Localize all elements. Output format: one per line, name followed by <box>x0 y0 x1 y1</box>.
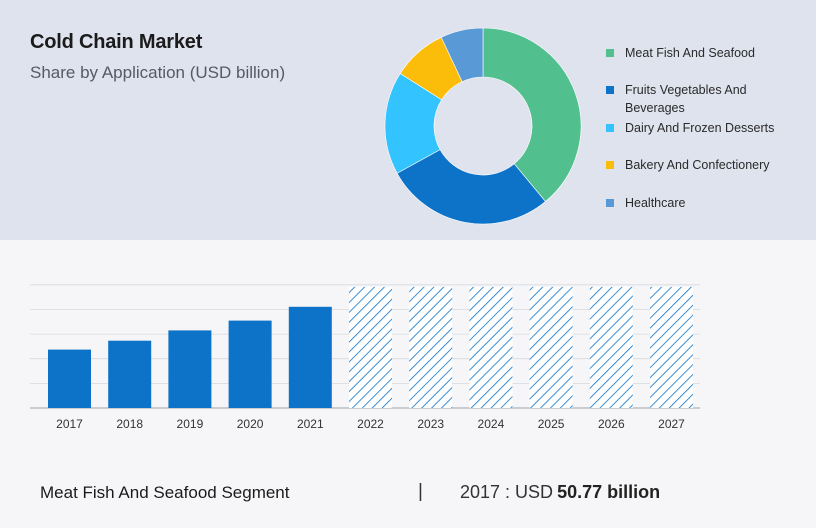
legend-label: Fruits Vegetables And Beverages <box>625 83 747 115</box>
bar-2027 <box>650 286 693 408</box>
legend-label: Meat Fish And Seafood <box>625 46 755 60</box>
chart-title: Cold Chain Market <box>30 31 203 53</box>
x-tick-label: 2021 <box>297 417 324 431</box>
bar-2022 <box>349 286 392 408</box>
x-tick-label: 2018 <box>116 417 143 431</box>
x-tick-label: 2019 <box>177 417 204 431</box>
legend-label: Healthcare <box>625 196 686 210</box>
bar-2021 <box>288 306 332 408</box>
donut-slice-1 <box>396 149 546 225</box>
x-tick-label: 2025 <box>538 417 565 431</box>
segment-label: Meat Fish And Seafood Segment <box>40 483 290 502</box>
legend-label: Dairy And Frozen Desserts <box>625 121 775 135</box>
x-tick-label: 2026 <box>598 417 625 431</box>
chart-subtitle: Share by Application (USD billion) <box>30 63 286 82</box>
segment-year-label: 2017 : USD <box>460 482 554 502</box>
legend-item-3: Bakery And Confectionery <box>606 156 775 174</box>
x-tick-label: 2024 <box>478 417 505 431</box>
legend-swatch <box>606 199 614 207</box>
x-tick-label: 2020 <box>237 417 264 431</box>
footer-divider: | <box>418 481 423 502</box>
segment-value-amount: 50.77 billion <box>557 482 661 502</box>
x-tick-label: 2017 <box>56 417 83 431</box>
legend-swatch <box>606 161 614 169</box>
x-tick-label: 2022 <box>357 417 384 431</box>
donut-slice-0 <box>482 27 582 202</box>
bar-2018 <box>108 340 152 408</box>
legend-label: Bakery And Confectionery <box>625 158 770 172</box>
legend-swatch <box>606 86 614 94</box>
legend-item-2: Dairy And Frozen Desserts <box>606 119 775 137</box>
legend-swatch <box>606 124 614 132</box>
bar-2020 <box>228 320 272 408</box>
bar-2019 <box>168 330 212 408</box>
x-tick-label: 2023 <box>417 417 444 431</box>
bar-2023 <box>409 286 453 408</box>
bar-2026 <box>589 286 633 408</box>
legend-item-0: Meat Fish And Seafood <box>606 44 775 62</box>
bar-chart: 2017 2018 2019 2020 2021 2022 2023 2024 2025 2026… <box>30 284 700 431</box>
bar-2017 <box>48 349 91 408</box>
bar-2024 <box>469 286 513 408</box>
donut-chart <box>384 27 582 225</box>
legend-item-4: Healthcare <box>606 194 775 212</box>
segment-value: 2017 : USD 50.77 billion <box>460 482 660 503</box>
legend-swatch <box>606 49 614 57</box>
x-tick-label: 2027 <box>658 417 685 431</box>
legend-item-1: Fruits Vegetables And Beverages <box>606 81 775 117</box>
bar-2025 <box>529 286 573 408</box>
donut-slice-4 <box>440 27 484 83</box>
